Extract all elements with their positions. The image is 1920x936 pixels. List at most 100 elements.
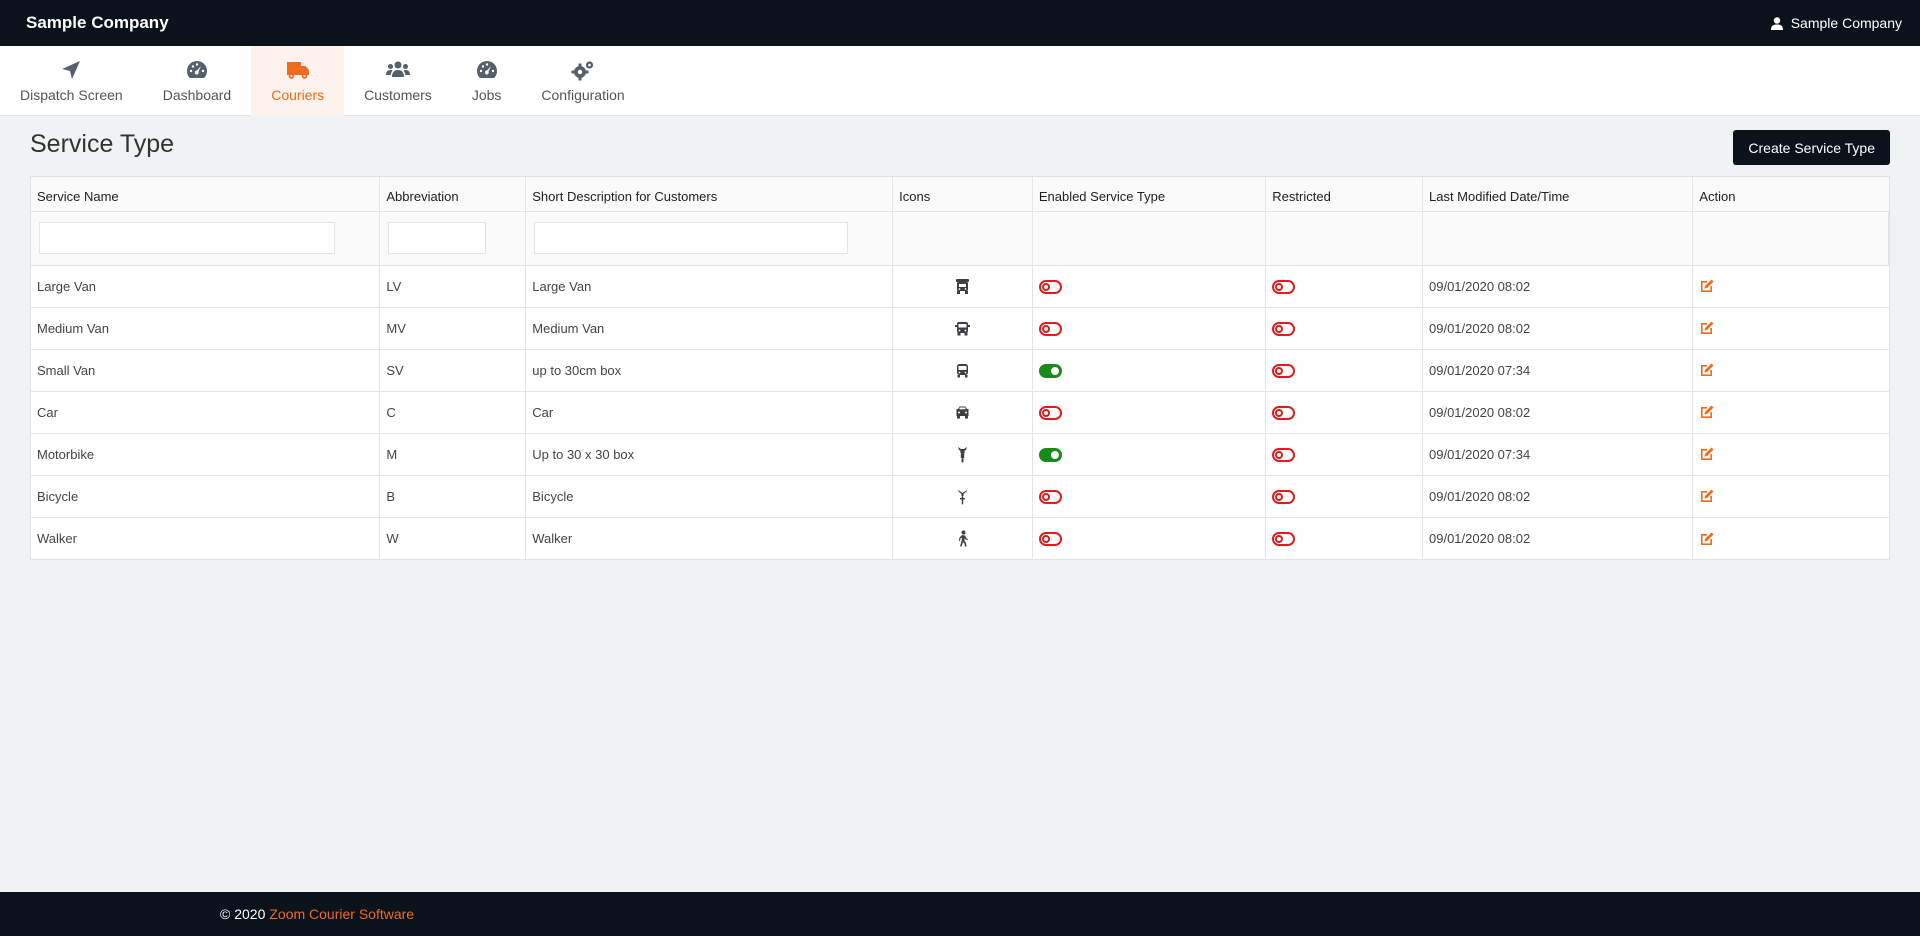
last-modified-cell: 09/01/2020 08:02 <box>1422 307 1694 350</box>
bicycle-icon <box>957 489 967 505</box>
service-icon-cell <box>892 475 1033 518</box>
restricted-cell <box>1265 391 1423 434</box>
restricted-cell <box>1265 265 1423 308</box>
nav-couriers[interactable]: Couriers <box>251 46 345 116</box>
last-modified-cell: 09/01/2020 07:34 <box>1422 349 1694 392</box>
restricted-cell <box>1265 517 1423 559</box>
description-cell: Bicycle <box>525 475 894 518</box>
service-name-filter-input[interactable] <box>39 222 335 254</box>
restricted-toggle[interactable] <box>1272 363 1296 378</box>
company-link[interactable]: Zoom Courier Software <box>269 906 415 922</box>
enabled-cell <box>1032 391 1267 434</box>
enabled-toggle[interactable] <box>1038 489 1062 504</box>
enabled-toggle[interactable] <box>1038 447 1062 462</box>
location-arrow-icon <box>62 61 81 79</box>
top-bar: Sample Company Sample Company <box>0 0 1920 46</box>
filter-row <box>31 211 1889 266</box>
service-icon-cell <box>892 265 1033 308</box>
service-name-cell: Small Van <box>31 349 381 392</box>
gauge-icon <box>476 61 497 78</box>
nav-label: Couriers <box>271 87 325 103</box>
truck-front-icon <box>955 278 969 294</box>
enabled-cell <box>1032 349 1267 392</box>
enabled-cell <box>1032 307 1267 350</box>
nav-customers[interactable]: Customers <box>344 46 452 116</box>
nav-label: Configuration <box>541 87 625 103</box>
nav-jobs[interactable]: Jobs <box>452 46 522 116</box>
service-icon-cell <box>892 391 1033 434</box>
last-modified-cell: 09/01/2020 08:02 <box>1422 265 1694 308</box>
motorcycle-icon <box>957 446 967 463</box>
action-cell <box>1692 433 1889 476</box>
table-row: Large Van LV Large Van 09/01/2020 08:02 <box>31 265 1889 308</box>
column-header-short-description[interactable]: Short Description for Customers <box>525 177 894 212</box>
enabled-cell <box>1032 475 1267 518</box>
page-title: Service Type <box>30 130 175 158</box>
edit-icon[interactable] <box>1699 404 1715 420</box>
service-name-cell: Large Van <box>31 265 381 308</box>
edit-icon[interactable] <box>1699 278 1715 294</box>
restricted-toggle[interactable] <box>1272 532 1296 547</box>
restricted-cell <box>1265 475 1423 518</box>
nav-dispatch-screen[interactable]: Dispatch Screen <box>0 46 143 116</box>
action-cell <box>1692 391 1889 434</box>
enabled-toggle[interactable] <box>1038 321 1062 336</box>
last-modified-cell: 09/01/2020 08:02 <box>1422 475 1694 518</box>
users-icon <box>385 61 410 77</box>
abbreviation-filter-input[interactable] <box>388 222 487 254</box>
description-filter-input[interactable] <box>534 222 849 254</box>
action-cell <box>1692 475 1889 518</box>
table-row: Bicycle B Bicycle 09/01/2020 08:02 <box>31 475 1889 518</box>
user-menu[interactable]: Sample Company <box>1770 15 1902 31</box>
description-cell: Large Van <box>525 265 894 308</box>
abbreviation-cell: LV <box>379 265 527 308</box>
restricted-toggle[interactable] <box>1272 321 1296 336</box>
restricted-cell <box>1265 307 1423 350</box>
copyright-text: © 2020 <box>220 906 266 922</box>
column-header-last-modified[interactable]: Last Modified Date/Time <box>1422 177 1694 212</box>
column-header-service-name[interactable]: Service Name <box>31 177 381 212</box>
abbreviation-cell: MV <box>379 307 527 350</box>
restricted-toggle[interactable] <box>1272 447 1296 462</box>
table-header-row: Service Name Abbreviation Short Descript… <box>31 177 1889 212</box>
car-icon <box>956 406 969 419</box>
edit-icon[interactable] <box>1699 446 1715 462</box>
nav-label: Dashboard <box>162 87 232 103</box>
restricted-toggle[interactable] <box>1272 279 1296 294</box>
enabled-toggle[interactable] <box>1038 532 1062 547</box>
last-modified-cell: 09/01/2020 08:02 <box>1422 517 1694 559</box>
enabled-toggle[interactable] <box>1038 279 1062 294</box>
van-front-icon <box>954 321 970 336</box>
edit-icon[interactable] <box>1699 320 1715 336</box>
table-row: Medium Van MV Medium Van 09/01/2020 08:02 <box>31 307 1889 350</box>
abbreviation-cell: SV <box>379 349 527 392</box>
main-nav: Dispatch Screen Dashboard Couriers Custo… <box>0 46 1920 116</box>
create-service-type-button[interactable]: Create Service Type <box>1733 130 1890 165</box>
edit-icon[interactable] <box>1699 362 1715 378</box>
nav-label: Jobs <box>471 87 502 103</box>
abbreviation-cell: W <box>379 517 527 559</box>
enabled-toggle[interactable] <box>1038 405 1062 420</box>
edit-icon[interactable] <box>1699 488 1715 504</box>
user-icon <box>1770 16 1783 30</box>
gears-icon <box>571 61 594 81</box>
nav-label: Dispatch Screen <box>20 87 123 103</box>
brand-name[interactable]: Sample Company <box>26 13 169 32</box>
service-icon-cell <box>892 349 1033 392</box>
abbreviation-cell: B <box>379 475 527 518</box>
service-name-cell: Bicycle <box>31 475 381 518</box>
column-header-abbreviation[interactable]: Abbreviation <box>379 177 527 212</box>
enabled-toggle[interactable] <box>1038 363 1062 378</box>
table-row: Walker W Walker 09/01/2020 08:02 <box>31 517 1889 559</box>
nav-dashboard[interactable]: Dashboard <box>143 46 252 116</box>
nav-configuration[interactable]: Configuration <box>521 46 644 116</box>
abbreviation-cell: C <box>379 391 527 434</box>
last-modified-cell: 09/01/2020 08:02 <box>1422 391 1694 434</box>
column-header-restricted[interactable]: Restricted <box>1265 177 1423 212</box>
edit-icon[interactable] <box>1699 531 1715 547</box>
restricted-cell <box>1265 349 1423 392</box>
abbreviation-cell: M <box>379 433 527 476</box>
restricted-toggle[interactable] <box>1272 489 1296 504</box>
column-header-enabled[interactable]: Enabled Service Type <box>1032 177 1267 212</box>
restricted-toggle[interactable] <box>1272 405 1296 420</box>
